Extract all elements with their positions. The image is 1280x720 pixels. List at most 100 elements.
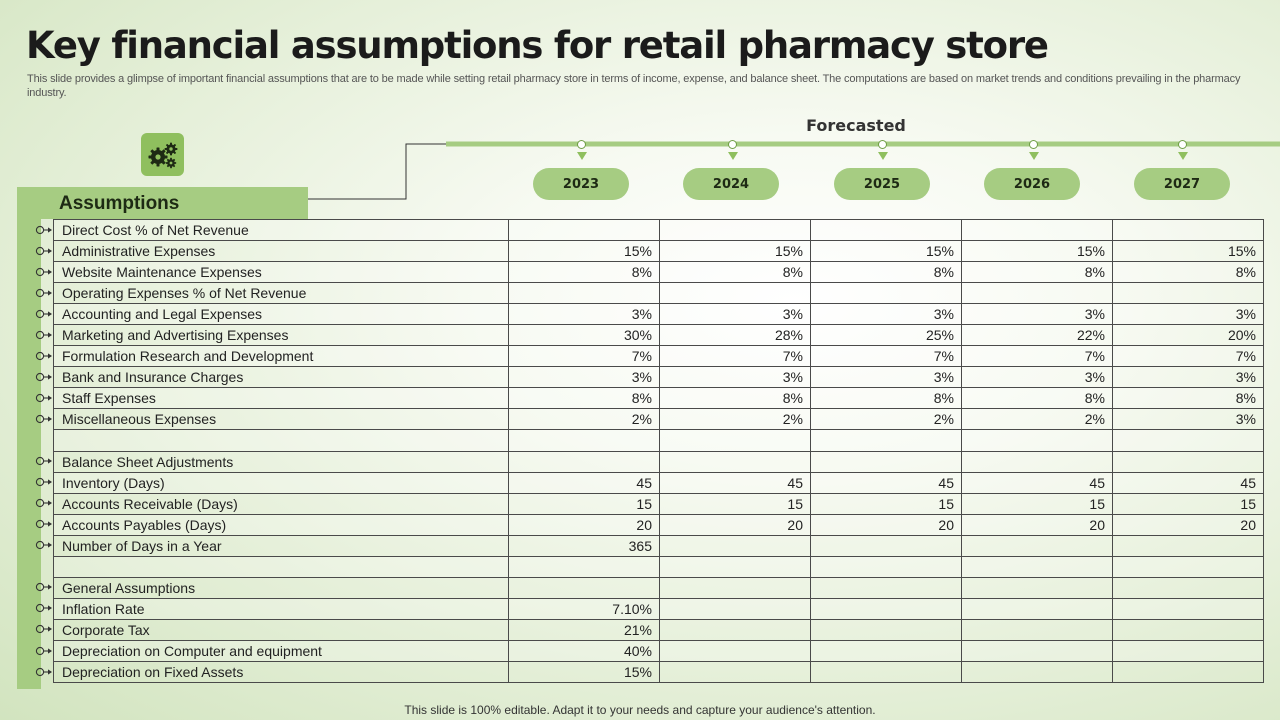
cell-2024 [659,534,811,557]
row-label: Bank and Insurance Charges [53,366,509,389]
row-connector-icon [35,541,52,550]
gears-icon [141,133,184,176]
cell-2024 [659,429,811,452]
cell-2023: 7% [508,345,660,368]
cell-2026: 3% [961,303,1113,326]
cell-2026 [961,555,1113,578]
cell-2023: 20 [508,513,660,536]
cell-2026 [961,639,1113,662]
cell-2027: 8% [1112,387,1264,410]
cell-2023: 8% [508,261,660,284]
cell-2026 [961,660,1113,684]
cell-2024: 7% [659,345,811,368]
cell-2026 [961,282,1113,305]
row-label: Staff Expenses [53,387,509,410]
arrow-down-icon [1178,152,1188,160]
timeline-dot [878,140,887,149]
left-accent-bar [17,187,41,689]
cell-2024: 20 [659,513,811,536]
cell-2026 [961,576,1113,599]
row-label: Inflation Rate [53,597,509,620]
row-label [53,555,509,578]
cell-2023: 45 [508,471,660,494]
cell-2026: 15 [961,492,1113,515]
table-row: Administrative Expenses 15% 15% 15% 15% 15% [53,240,1264,263]
cell-2023 [508,429,660,452]
row-label: Number of Days in a Year [53,534,509,557]
cell-2027: 3% [1112,408,1264,431]
cell-2026 [961,534,1113,557]
assumptions-header: Assumptions [17,187,308,219]
row-connector-icon [35,583,52,592]
row-connector-icon [35,372,52,381]
row-connector-icon [35,456,52,466]
cell-2027 [1112,618,1264,641]
cell-2024 [659,282,811,305]
cell-2025: 20 [810,513,962,536]
table-row: Website Maintenance Expenses 8% 8% 8% 8% 8% [53,261,1264,284]
cell-2026: 8% [961,261,1113,284]
cell-2027 [1112,450,1264,473]
table-row: Depreciation on Computer and equipment 40… [53,639,1264,662]
row-label: Accounts Payables (Days) [53,513,509,536]
row-connector-icon [35,625,52,634]
cell-2027: 15 [1112,492,1264,515]
cell-2025: 8% [810,387,962,410]
row-connector-icon [35,267,52,276]
cell-2027 [1112,282,1264,305]
cell-2027 [1112,218,1264,242]
row-label: Operating Expenses % of Net Revenue [53,282,509,305]
row-connector-icon [35,414,52,424]
cell-2024: 45 [659,471,811,494]
cell-2024 [659,597,811,620]
cell-2023 [508,282,660,305]
table-row: Formulation Research and Development 7% 7%… [53,345,1264,368]
cell-2026 [961,618,1113,641]
row-label: Marketing and Advertising Expenses [53,324,509,347]
cell-2023: 3% [508,303,660,326]
slide-title: Key financial assumptions for retail pha… [26,24,1049,67]
table-row: Operating Expenses % of Net Revenue [53,282,1264,305]
cell-2025: 3% [810,303,962,326]
row-label: Corporate Tax [53,618,509,641]
year-pill-2026: 2026 [984,168,1080,200]
cell-2025: 15% [810,240,962,263]
row-label: Depreciation on Computer and equipment [53,639,509,662]
cell-2025 [810,450,962,473]
row-connector-icon [35,498,52,508]
row-connector-icon [35,477,52,487]
arrow-down-icon [1029,152,1039,160]
timeline-dot [728,140,737,149]
year-pill-2023: 2023 [533,168,629,200]
table-row: Corporate Tax 21% [53,618,1264,641]
row-label: Website Maintenance Expenses [53,261,509,284]
cell-2027: 20 [1112,513,1264,536]
row-label: Balance Sheet Adjustments [53,450,509,473]
cell-2026 [961,450,1113,473]
cell-2024: 8% [659,387,811,410]
table-row: Inventory (Days) 45 45 45 45 45 [53,471,1264,494]
cell-2027: 20% [1112,324,1264,347]
cell-2026 [961,218,1113,242]
cell-2026: 3% [961,366,1113,389]
timeline-dot [577,140,586,149]
cell-2024: 3% [659,366,811,389]
cell-2024 [659,618,811,641]
timeline-dot [1029,140,1038,149]
table-row: Accounts Payables (Days) 20 20 20 20 20 [53,513,1264,536]
table-row: Depreciation on Fixed Assets 15% [53,660,1264,684]
cell-2026: 22% [961,324,1113,347]
cell-2025 [810,429,962,452]
cell-2023: 7.10% [508,597,660,620]
cell-2024: 2% [659,408,811,431]
cell-2023: 15% [508,240,660,263]
table-row: General Assumptions [53,576,1264,599]
cell-2025 [810,555,962,578]
table-row: Inflation Rate 7.10% [53,597,1264,620]
cell-2025 [810,282,962,305]
cell-2027 [1112,660,1264,684]
slide-subtitle: This slide provides a glimpse of importa… [27,73,1241,99]
timeline-dot [1178,140,1187,149]
cell-2025 [810,660,962,684]
table-row [53,555,1264,578]
